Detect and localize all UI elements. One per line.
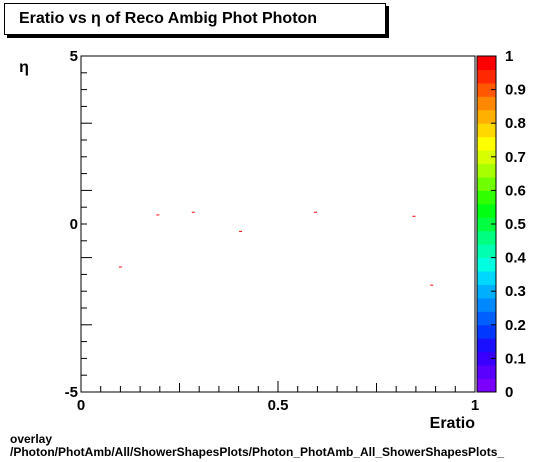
x-tick-label-1: 0.5	[268, 397, 289, 414]
colorbar-segment	[477, 284, 496, 299]
x-tick-label-0: 0	[77, 397, 85, 414]
footer-path-label: /Photon/PhotAmb/All/ShowerShapesPlots/Ph…	[10, 445, 505, 459]
colorbar-segment	[477, 109, 496, 124]
colorbar-segment	[477, 271, 496, 285]
data-points	[118, 211, 434, 286]
x-axis-ticks	[80, 381, 476, 392]
y-tick-label-top: 5	[70, 48, 78, 65]
y-tick-label-mid: 0	[70, 216, 78, 233]
colorbar-segment	[477, 365, 496, 380]
colorbar-tick-label: 0	[505, 384, 513, 401]
chart-title-box: Eratio vs η of Reco Ambig Phot Photon	[4, 3, 386, 35]
colorbar-tick-label: 1	[505, 48, 513, 65]
colorbar-segment	[477, 244, 496, 259]
colorbar-tick-label: 0.9	[505, 82, 526, 99]
colorbar-tick-label: 0.2	[505, 317, 526, 334]
colorbar-segment	[477, 351, 496, 366]
colorbar-segment	[477, 190, 496, 205]
colorbar-segment	[477, 163, 496, 178]
colorbar-tick-label: 0.4	[505, 250, 527, 267]
y-axis-ticks	[81, 55, 92, 393]
colorbar-segment	[477, 82, 496, 97]
colorbar: 0 0.1 0.2 0.3 0.4 0.5 0.6 0.7 0.8 0.9 1	[476, 48, 527, 401]
colorbar-segment	[477, 217, 496, 232]
y-axis-title: η	[19, 59, 29, 76]
x-tick-label-2: 1	[471, 397, 479, 414]
colorbar-segment	[477, 338, 496, 353]
colorbar-segment	[477, 123, 496, 138]
colorbar-segment	[477, 150, 496, 165]
colorbar-segment	[477, 378, 496, 393]
colorbar-segment	[477, 324, 496, 339]
plot-frame	[80, 55, 476, 393]
colorbar-tick-label: 0.6	[505, 182, 526, 199]
colorbar-tick-label: 0.7	[505, 149, 526, 166]
footer-overlay-label: overlay	[10, 432, 53, 446]
colorbar-segment	[477, 203, 496, 218]
colorbar-tick-label: 0.3	[505, 283, 526, 300]
colorbar-segment	[477, 176, 496, 191]
colorbar-tick-label: 0.5	[505, 216, 526, 233]
colorbar-segment	[477, 56, 496, 70]
x-axis-title: Eratio	[430, 415, 476, 432]
colorbar-segment	[477, 69, 496, 84]
colorbar-segment	[477, 297, 496, 312]
colorbar-tick-label: 0.8	[505, 115, 526, 132]
colorbar-tick-label: 0.1	[505, 350, 526, 367]
colorbar-segment	[477, 257, 496, 272]
colorbar-segment	[477, 96, 496, 111]
colorbar-segment	[477, 230, 496, 245]
y-tick-label-bottom: -5	[65, 384, 78, 401]
colorbar-segment	[477, 136, 496, 151]
colorbar-segment	[477, 311, 496, 326]
chart-title: Eratio vs η of Reco Ambig Phot Photon	[19, 10, 318, 27]
